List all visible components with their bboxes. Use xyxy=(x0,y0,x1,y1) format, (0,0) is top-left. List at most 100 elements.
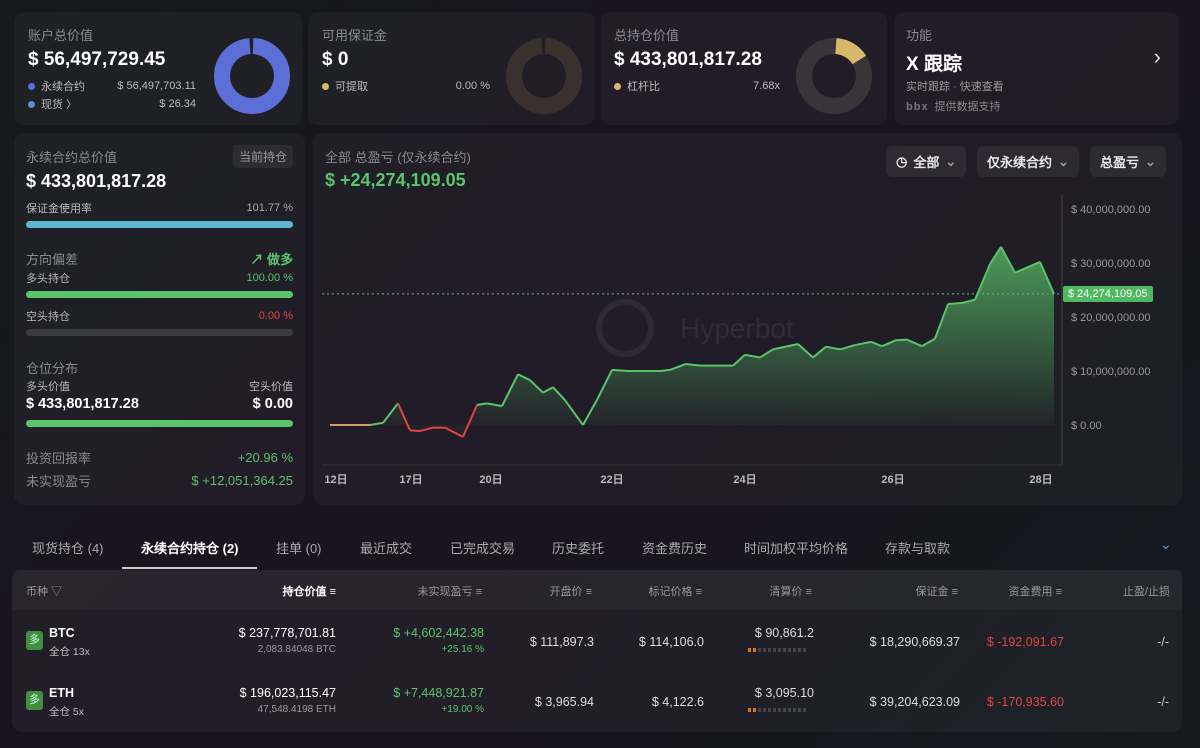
tab-1[interactable]: 现货持仓 (4) xyxy=(32,541,104,556)
tab-5[interactable]: 已完成交易 xyxy=(450,541,516,556)
pnl-line-segment xyxy=(870,340,883,348)
card-title: 总持仓价值 xyxy=(614,28,680,43)
cell-liq: $ 3,095.10 xyxy=(754,686,814,700)
cell-pnl: $ +7,448,921.87 xyxy=(393,686,484,700)
pnl-line-segment xyxy=(854,340,872,347)
tab-3[interactable]: 挂单 (0) xyxy=(276,541,322,556)
perp-label: 永续合约 xyxy=(41,81,85,93)
tab-7[interactable]: 资金费历史 xyxy=(642,541,708,556)
coin-name[interactable]: BTC xyxy=(49,626,75,640)
cell-funding: $ -192,091.67 xyxy=(986,635,1064,649)
feature-name: X 跟踪 xyxy=(906,54,962,75)
cell-value: $ 237,778,701.81 xyxy=(238,626,336,640)
pnl-line-segment xyxy=(501,373,519,407)
chart-total-pnl: $ +24,274,109.05 xyxy=(325,170,466,190)
short-bar xyxy=(26,329,293,336)
pnl-line-segment xyxy=(1014,267,1026,274)
column-header[interactable]: 未实现盈亏 ≡ xyxy=(418,583,482,599)
column-header-label: 止盈/止损 xyxy=(1122,586,1170,598)
leverage-label: 杠杆比 xyxy=(627,81,660,93)
column-header[interactable]: 标记价格 ≡ xyxy=(649,583,702,599)
pnl-line-segment xyxy=(476,402,488,407)
margin-donut xyxy=(506,37,582,114)
column-header[interactable]: 开盘价 ≡ xyxy=(550,583,592,599)
tab-6[interactable]: 历史委托 xyxy=(552,541,605,556)
withdrawable-label: 可提取 xyxy=(335,81,368,93)
sort-icon[interactable]: ≡ xyxy=(326,586,336,598)
account-value-card: 账户总价值 $ 56,497,729.45 永续合约 $ 56,497,703.1… xyxy=(14,12,302,125)
coin-name[interactable]: ETH xyxy=(49,686,74,700)
pnl-line-segment xyxy=(881,339,897,348)
scope-label: 仅永续合约 xyxy=(987,155,1053,170)
column-header-label: 清算价 xyxy=(769,586,803,598)
x-tracking-card[interactable]: 功能 X 跟踪 实时跟踪 · 快速查看 bbx 提供数据支持 › xyxy=(894,12,1179,125)
pnl-line-segment xyxy=(529,379,544,394)
distribution-label: 仓位分布 xyxy=(26,361,79,376)
cell-pnl-pct: +19.00 % xyxy=(441,704,484,715)
pnl-chart[interactable]: Hyperbot $ 40,000,000.00 $ 30,000,000.00 $… xyxy=(0,0,1200,500)
sort-icon[interactable]: ≡ xyxy=(692,586,702,598)
positions-table xyxy=(12,570,1182,732)
column-header[interactable]: 止盈/止损 xyxy=(1123,583,1170,599)
tab-8[interactable]: 时间加权平均价格 xyxy=(744,541,849,556)
tab-2[interactable]: 永续合约持仓 (2) xyxy=(141,541,239,556)
column-header[interactable]: 币种 ▽ xyxy=(26,583,62,599)
current-positions-badge[interactable]: 当前持仓 xyxy=(232,145,293,168)
spot-value: $ 26.34 xyxy=(159,98,196,110)
position-value: $ 433,801,817.28 xyxy=(614,49,762,70)
sort-icon[interactable]: ≡ xyxy=(948,586,958,598)
upnl-value: $ +12,051,364.25 xyxy=(191,473,293,488)
sort-icon[interactable]: ≡ xyxy=(802,586,812,598)
filter-icon[interactable]: ▽ xyxy=(48,586,63,598)
available-margin-card: 可用保证金 $ 0 可提取 0.00 % xyxy=(308,12,595,125)
x-tick-label: 28日 xyxy=(1029,473,1052,486)
pnl-line-segment xyxy=(597,369,613,399)
column-header[interactable]: 保证金 ≡ xyxy=(916,583,958,599)
sort-icon[interactable]: ≡ xyxy=(1052,586,1062,598)
y-tick-label: $ 10,000,000.00 xyxy=(1071,366,1151,378)
hyperbot-logo xyxy=(596,299,654,357)
tab-4[interactable]: 最近成交 xyxy=(360,541,413,556)
bias-label: 方向偏差 xyxy=(26,252,79,267)
pnl-line-segment xyxy=(542,386,554,394)
cell-size: 47,548.4198 ETH xyxy=(257,704,336,715)
y-tick-label: $ 30,000,000.00 xyxy=(1071,258,1151,270)
column-header[interactable]: 清算价 ≡ xyxy=(770,583,812,599)
bias-value: 做多 xyxy=(266,252,293,267)
pnl-line-segment xyxy=(462,404,478,438)
column-header[interactable]: 资金费用 ≡ xyxy=(1009,583,1062,599)
scope-dropdown[interactable]: 仅永续合约 ⌄ xyxy=(977,146,1079,177)
active-tab-indicator xyxy=(122,567,257,569)
sort-icon[interactable]: ≡ xyxy=(582,586,592,598)
metric-label: 总盈亏 xyxy=(1100,155,1140,170)
short-value: $ 0.00 xyxy=(252,396,293,412)
tab-9[interactable]: 存款与取款 xyxy=(885,541,951,556)
pnl-line-segment xyxy=(444,426,464,438)
support-text: 提供数据支持 xyxy=(934,101,1001,113)
sort-icon[interactable]: ≡ xyxy=(472,586,482,598)
account-donut xyxy=(214,37,290,114)
pnl-line-segment xyxy=(921,337,936,348)
account-value: $ 56,497,729.45 xyxy=(28,49,166,70)
pnl-line-segment xyxy=(564,399,584,426)
metric-dropdown[interactable]: 总盈亏 ⌄ xyxy=(1090,146,1166,177)
column-header[interactable]: 持仓价值 ≡ xyxy=(283,583,336,599)
pnl-line-segment xyxy=(517,373,531,382)
cell-liq: $ 90,861.2 xyxy=(754,626,814,640)
cell-mark: $ 114,106.0 xyxy=(638,635,704,649)
cell-margin: $ 18,290,669.37 xyxy=(869,635,960,649)
roi-value: +20.96 % xyxy=(237,450,293,465)
collapse-chevron-icon[interactable]: ⌄ xyxy=(1160,536,1172,552)
trend-up-icon: ↗ xyxy=(250,252,267,267)
perp-value: $ 56,497,703.11 xyxy=(117,80,196,92)
x-tick-label: 20日 xyxy=(479,473,502,486)
pnl-line-segment xyxy=(369,421,384,426)
chevron-right-icon[interactable]: › xyxy=(1153,44,1161,69)
clock-icon: ◷ xyxy=(896,153,908,169)
time-range-dropdown[interactable]: ◷ 全部 ⌄ xyxy=(886,146,967,177)
y-tick-label: $ 40,000,000.00 xyxy=(1071,204,1151,216)
pnl-line-segment xyxy=(797,343,814,359)
spot-link[interactable]: 现货 〉 $ 26.34 xyxy=(28,96,196,112)
y-tick-label: $ 0.00 xyxy=(1071,420,1102,432)
x-tick-label: 17日 xyxy=(399,473,422,486)
